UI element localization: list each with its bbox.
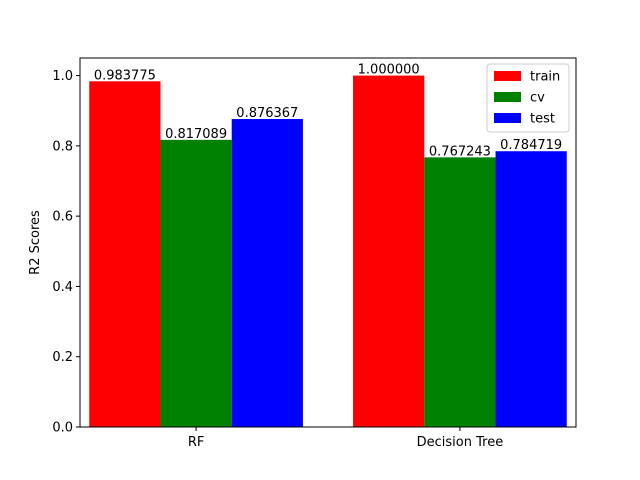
x-tick-label: RF bbox=[188, 435, 205, 450]
legend-label-cv: cv bbox=[530, 91, 545, 106]
data-label-cv-0: 0.817089 bbox=[165, 127, 227, 142]
data-labels-group: 0.983775 1.000000 0.817089 0.767243 0.876367… bbox=[94, 63, 562, 160]
bar-test-1 bbox=[495, 151, 567, 427]
data-label-train-0: 0.983775 bbox=[94, 68, 156, 83]
y-tick-label: 0.6 bbox=[52, 210, 73, 225]
y-tick-label: 0.4 bbox=[52, 280, 73, 295]
data-label-test-0: 0.876367 bbox=[236, 106, 298, 121]
bar-test-0 bbox=[231, 119, 303, 428]
legend-label-train: train bbox=[530, 70, 560, 85]
legend: train cv test bbox=[486, 63, 570, 133]
legend-label-test: test bbox=[530, 112, 555, 127]
data-label-cv-1: 0.767243 bbox=[429, 144, 491, 159]
y-axis-title: R2 Scores bbox=[28, 210, 43, 275]
y-tick-label: 0.2 bbox=[52, 350, 73, 365]
data-label-train-1: 1.000000 bbox=[358, 63, 420, 78]
bar-cv-0 bbox=[160, 139, 232, 428]
bars-group bbox=[89, 75, 567, 428]
bar-train-1 bbox=[353, 75, 425, 428]
data-label-test-1: 0.784719 bbox=[500, 138, 562, 153]
bar-train-0 bbox=[89, 81, 161, 428]
y-tick-label: 1.0 bbox=[52, 69, 73, 84]
plot-frame bbox=[79, 57, 577, 428]
y-tick-label: 0.8 bbox=[52, 139, 73, 154]
bar-cv-1 bbox=[424, 157, 496, 427]
legend-swatch-cv bbox=[494, 92, 521, 102]
legend-swatch-test bbox=[494, 113, 521, 123]
x-tick-label: Decision Tree bbox=[417, 435, 504, 450]
y-tick-label: 0.0 bbox=[52, 421, 73, 436]
y-axis: 0.0 0.2 0.4 0.6 0.8 1.0 bbox=[52, 69, 80, 436]
x-axis: RF Decision Tree bbox=[188, 427, 503, 450]
legend-swatch-train bbox=[494, 71, 521, 81]
